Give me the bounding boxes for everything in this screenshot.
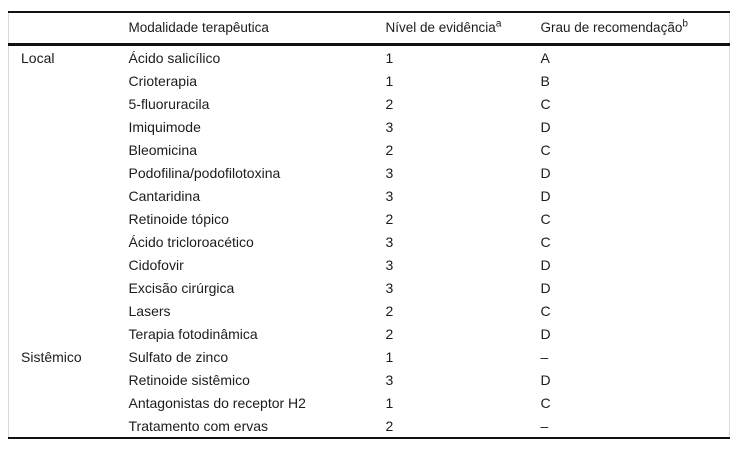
cell-group: Sistêmico xyxy=(21,348,82,365)
header-evidence-sup: a xyxy=(495,18,502,30)
cell-modality: Antagonistas do receptor H2 xyxy=(128,394,306,411)
table-row: Retinoide tópico 2 C xyxy=(9,207,730,230)
cell-grade: C xyxy=(540,233,551,250)
cell-evidence: 2 xyxy=(385,325,394,342)
cell-group xyxy=(9,161,129,184)
cell-modality: Bleomicina xyxy=(128,141,197,158)
cell-modality: Cantaridina xyxy=(128,187,201,204)
cell-evidence: 3 xyxy=(385,118,394,135)
cell-evidence: 2 xyxy=(385,141,394,158)
cell-grade: B xyxy=(540,72,550,89)
cell-modality: Retinoide sistêmico xyxy=(128,371,250,388)
table-row: Podofilina/podofilotoxina 3 D xyxy=(9,161,730,184)
cell-group xyxy=(9,92,129,115)
cell-modality: Podofilina/podofilotoxina xyxy=(128,164,281,181)
table-row: 5-fluoruracila 2 C xyxy=(9,92,730,115)
cell-evidence: 3 xyxy=(385,279,394,296)
cell-modality: Ácido salicílico xyxy=(128,49,221,66)
cell-grade: D xyxy=(540,187,551,204)
table-row: Local Ácido salicílico 1 A xyxy=(9,45,730,70)
therapy-modalities-table: Modalidade terapêutica Nível de evidênci… xyxy=(8,11,730,439)
cell-group: Local xyxy=(21,49,55,66)
cell-grade: A xyxy=(540,49,550,66)
cell-group xyxy=(9,69,129,92)
cell-group xyxy=(9,322,129,345)
cell-group xyxy=(9,184,129,207)
header-recommendation-sup: b xyxy=(682,18,688,30)
cell-evidence: 2 xyxy=(385,95,394,112)
table-row: Imiquimode 3 D xyxy=(9,115,730,138)
header-modality: Modalidade terapêutica xyxy=(128,12,386,46)
cell-modality: Terapia fotodinâmica xyxy=(128,325,258,342)
cell-modality: Tratamento com ervas xyxy=(128,417,269,434)
table-row: Sistêmico Sulfato de zinco 1 – xyxy=(9,345,730,368)
table-row: Retinoide sistêmico 3 D xyxy=(9,368,730,391)
table-row: Terapia fotodinâmica 2 D xyxy=(9,322,730,345)
table-row: Lasers 2 C xyxy=(9,299,730,322)
cell-grade: D xyxy=(540,118,551,135)
cell-evidence: 3 xyxy=(385,233,394,250)
cell-evidence: 3 xyxy=(385,256,394,273)
cell-grade: C xyxy=(540,210,551,227)
header-modality-label: Modalidade terapêutica xyxy=(128,20,269,36)
cell-grade: D xyxy=(540,325,551,342)
cell-group xyxy=(9,299,129,322)
cell-modality: Sulfato de zinco xyxy=(128,348,229,365)
cell-group xyxy=(9,207,129,230)
cell-group xyxy=(9,230,129,253)
cell-evidence: 3 xyxy=(385,164,394,181)
cell-modality: Crioterapia xyxy=(128,72,197,89)
table-row: Tratamento com ervas 2 – xyxy=(9,414,730,438)
cell-grade: C xyxy=(540,141,551,158)
cell-grade: – xyxy=(540,348,549,365)
cell-group xyxy=(9,276,129,299)
header-recommendation: Grau de recomendaçãob xyxy=(540,12,730,46)
cell-grade: C xyxy=(540,394,551,411)
cell-grade: D xyxy=(540,164,551,181)
cell-grade: C xyxy=(540,95,551,112)
cell-grade: D xyxy=(540,371,551,388)
cell-evidence: 3 xyxy=(385,371,394,388)
cell-evidence: 1 xyxy=(385,72,394,89)
header-row: Modalidade terapêutica Nível de evidênci… xyxy=(8,12,730,46)
cell-evidence: 2 xyxy=(385,210,394,227)
cell-grade: C xyxy=(540,302,551,319)
table-row: Excisão cirúrgica 3 D xyxy=(9,276,730,299)
cell-group xyxy=(9,138,129,161)
cell-modality: Ácido tricloroacético xyxy=(128,233,254,250)
cell-modality: Cidofovir xyxy=(128,256,184,273)
table-body: Local Ácido salicílico 1 A Crioterapia 1… xyxy=(9,45,730,439)
cell-evidence: 1 xyxy=(385,49,394,66)
table-row: Cantaridina 3 D xyxy=(9,184,730,207)
cell-grade: – xyxy=(540,417,549,434)
cell-evidence: 1 xyxy=(385,394,394,411)
cell-grade: D xyxy=(540,256,551,273)
cell-evidence: 3 xyxy=(385,187,394,204)
header-group xyxy=(8,12,129,46)
cell-modality: Excisão cirúrgica xyxy=(128,279,235,296)
cell-evidence: 2 xyxy=(385,302,394,319)
table-row: Cidofovir 3 D xyxy=(9,253,730,276)
table-row: Antagonistas do receptor H2 1 C xyxy=(9,391,730,414)
header-recommendation-label: Grau de recomendação xyxy=(540,20,683,36)
cell-group xyxy=(9,414,129,438)
cell-group xyxy=(9,115,129,138)
table-row: Ácido tricloroacético 3 C xyxy=(9,230,730,253)
header-evidence: Nível de evidênciaa xyxy=(385,12,541,46)
cell-modality: Imiquimode xyxy=(128,118,201,135)
cell-group xyxy=(9,253,129,276)
cell-evidence: 1 xyxy=(385,348,394,365)
cell-modality: 5-fluoruracila xyxy=(128,95,210,112)
cell-evidence: 2 xyxy=(385,417,394,434)
cell-modality: Lasers xyxy=(128,302,171,319)
table-row: Bleomicina 2 C xyxy=(9,138,730,161)
cell-group xyxy=(9,368,129,391)
cell-group xyxy=(9,391,129,414)
table-row: Crioterapia 1 B xyxy=(9,69,730,92)
cell-grade: D xyxy=(540,279,551,296)
header-evidence-label: Nível de evidência xyxy=(385,20,496,36)
cell-modality: Retinoide tópico xyxy=(128,210,229,227)
